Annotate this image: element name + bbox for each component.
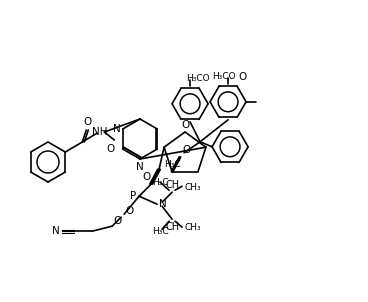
Text: CH₃: CH₃ (184, 223, 201, 232)
Text: CH: CH (165, 180, 179, 190)
Polygon shape (149, 169, 160, 184)
Text: O: O (182, 145, 190, 155)
Text: H₃C: H₃C (152, 178, 169, 187)
Text: O: O (125, 206, 133, 216)
Text: H₃CO: H₃CO (212, 72, 236, 81)
Text: O: O (143, 172, 151, 182)
Text: O: O (238, 72, 246, 82)
Text: O: O (114, 216, 122, 226)
Text: CH₃: CH₃ (184, 183, 201, 192)
Text: N: N (136, 162, 144, 172)
Text: N: N (159, 199, 167, 209)
Text: O: O (181, 120, 189, 130)
Text: NH: NH (92, 127, 107, 137)
Text: H₃CO: H₃CO (186, 74, 210, 83)
Text: O: O (83, 117, 91, 127)
Polygon shape (171, 157, 181, 172)
Text: N: N (113, 124, 121, 134)
Text: H₃C: H₃C (152, 227, 169, 236)
Text: O: O (106, 144, 115, 154)
Text: H₃C: H₃C (164, 160, 181, 169)
Text: N: N (52, 226, 60, 236)
Text: CH: CH (165, 222, 179, 232)
Text: P: P (130, 191, 136, 201)
